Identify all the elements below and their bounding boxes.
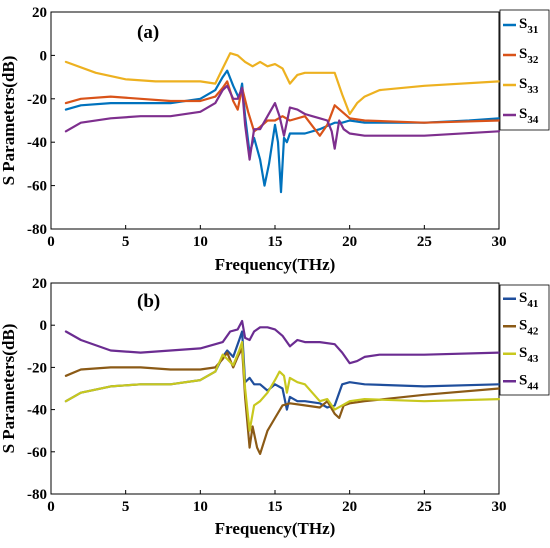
x-tick-label: 0	[47, 234, 55, 250]
legend-entry-s33: S33	[519, 76, 539, 96]
legend-entry-sub: 41	[527, 298, 538, 310]
y-tick-label: -80	[27, 222, 47, 238]
legend-entry-s41: S41	[519, 290, 538, 310]
series-line-s34	[64, 84, 501, 161]
x-tick-label: 10	[193, 499, 208, 515]
x-tick-label: 25	[417, 234, 432, 250]
y-tick-label: -80	[27, 487, 47, 503]
y-tick-label: 20	[32, 5, 47, 21]
y-tick-label: -20	[27, 92, 47, 108]
series-line-s43	[64, 341, 501, 432]
y-axis-label: S Parameters(dB)	[0, 324, 18, 454]
legend-entry-main: S	[519, 106, 527, 122]
legend-entry-s43: S43	[519, 345, 539, 365]
series-line-s42	[64, 347, 501, 455]
x-axis-label: Frequency(THz)	[215, 255, 336, 274]
legend-entry-main: S	[519, 317, 527, 333]
x-tick-label: 20	[342, 234, 357, 250]
y-tick-label: -40	[27, 403, 47, 419]
legend-entry-sub: 42	[527, 325, 539, 337]
x-tick-label: 10	[193, 234, 208, 250]
x-tick-label: 20	[342, 499, 357, 515]
legend-entry-s42: S42	[519, 317, 539, 337]
x-tick-label: 30	[492, 234, 507, 250]
legend-entry-main: S	[519, 290, 527, 306]
x-axis-label: Frequency(THz)	[215, 519, 336, 538]
x-tick-label: 25	[417, 499, 432, 515]
x-tick-label: 30	[492, 499, 507, 515]
series-line-s33	[64, 52, 501, 116]
y-tick-label: 0	[40, 318, 48, 334]
legend-entry-main: S	[519, 372, 527, 388]
legend-entry-sub: 33	[527, 84, 539, 96]
panel-b: 200-20-40-60-800 5 10 15 20 25 30Frequency(THz…	[0, 276, 550, 538]
x-tick-label: 15	[268, 499, 283, 515]
legend-entry-s44: S44	[519, 372, 539, 392]
legend-entry-main: S	[519, 76, 527, 92]
legend-entry-sub: 43	[527, 353, 539, 365]
legend-entry-main: S	[519, 46, 527, 62]
legend-entry-sub: 31	[527, 24, 538, 36]
y-tick-label: -60	[27, 179, 47, 195]
series-line-s44	[64, 319, 501, 365]
x-tick-label: 5	[122, 234, 130, 250]
legend-box	[499, 284, 550, 396]
legend-entry-main: S	[519, 16, 527, 32]
panel-label: (b)	[137, 291, 160, 312]
legend-entry-sub: 34	[527, 114, 539, 126]
legend-box	[499, 9, 550, 131]
x-tick-label: 0	[47, 499, 55, 515]
series-line-s31	[64, 69, 501, 194]
legend-entry-s34: S34	[519, 106, 539, 126]
x-tick-label: 15	[268, 234, 283, 250]
legend-entry-main: S	[519, 345, 527, 361]
series-line-s41	[64, 330, 501, 411]
y-axis-label: S Parameters(dB)	[0, 56, 18, 186]
plot-frame	[50, 282, 500, 495]
legend-entry-s31: S31	[519, 16, 538, 36]
y-tick-label: -60	[27, 445, 47, 461]
panel-label: (a)	[137, 22, 159, 43]
legend-entry-s32: S32	[519, 46, 539, 66]
x-tick-label: 5	[122, 499, 130, 515]
y-tick-label: -20	[27, 360, 47, 376]
panel-a: 200-20-40-60-800 5 10 15 20 25 30Frequency(THz…	[0, 5, 550, 274]
y-tick-label: -40	[27, 135, 47, 151]
legend-entry-sub: 32	[527, 54, 539, 66]
y-tick-label: 0	[40, 48, 48, 64]
y-tick-label: 20	[32, 276, 47, 292]
legend-entry-sub: 44	[527, 380, 539, 392]
